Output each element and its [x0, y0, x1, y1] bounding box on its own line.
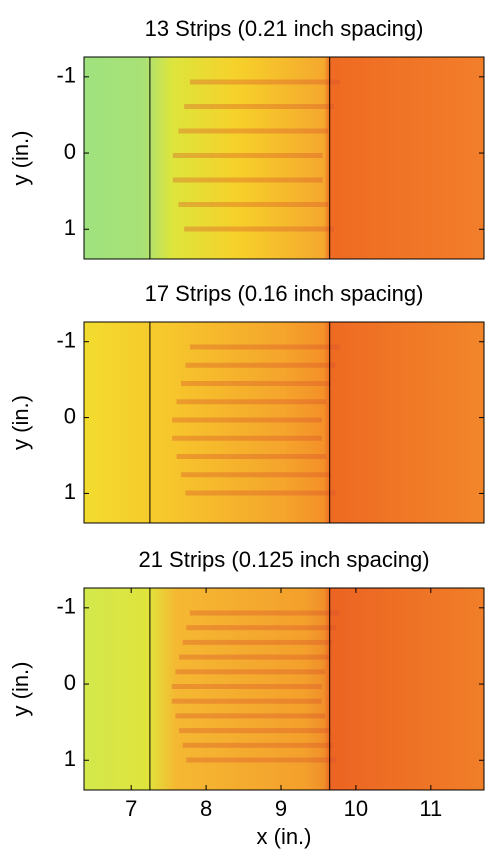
strip-shade: [186, 757, 337, 763]
y-tick-label: 1: [64, 746, 76, 771]
y-axis-label: y (in.): [8, 131, 33, 186]
y-axis-label: y (in.): [8, 395, 33, 450]
strip-shade: [189, 344, 340, 350]
strip-shade: [184, 226, 334, 232]
plot-frame: [83, 321, 485, 524]
strip-shade: [189, 79, 340, 85]
panel-title: 21 Strips (0.125 inch spacing): [138, 547, 429, 572]
heatmap-image: [84, 322, 484, 523]
strip-shade: [176, 454, 327, 459]
strip-shade: [182, 742, 333, 748]
strip-shade: [172, 177, 323, 183]
strip-shade: [182, 639, 333, 645]
y-axis-label: y (in.): [8, 662, 33, 717]
strip-shade: [185, 490, 336, 496]
strip-shade: [171, 698, 322, 704]
x-tick-label: 7: [125, 796, 137, 821]
strip-shade: [179, 728, 329, 734]
heatmap-image: [84, 588, 484, 790]
plot-frame: [83, 587, 485, 791]
strip-shade: [172, 153, 323, 158]
strip-shade: [176, 399, 327, 405]
strip-shade: [178, 202, 329, 207]
strip-shade: [181, 381, 331, 386]
strip-shade: [181, 472, 331, 478]
heatmap-image: [84, 57, 484, 259]
strip-shade: [175, 669, 326, 675]
strip-shade: [171, 684, 322, 689]
strip-shade: [184, 104, 334, 109]
x-tick-label: 9: [275, 796, 287, 821]
y-tick-label: 0: [64, 403, 76, 428]
y-tick-label: 1: [64, 479, 76, 504]
x-tick-label: 10: [344, 796, 368, 821]
y-tick-label: 1: [64, 215, 76, 240]
plot-frame: [83, 56, 485, 260]
strip-shade: [175, 713, 326, 719]
strip-shade: [179, 654, 329, 660]
y-tick-label: -1: [56, 63, 76, 88]
strip-shade: [178, 128, 329, 134]
y-tick-label: 0: [64, 139, 76, 164]
panel-title: 13 Strips (0.21 inch spacing): [145, 16, 424, 41]
panel-title: 17 Strips (0.16 inch spacing): [145, 281, 424, 306]
strip-shade: [186, 625, 337, 631]
strip-shade: [172, 435, 322, 441]
y-tick-label: 0: [64, 670, 76, 695]
strip-shade: [185, 362, 336, 368]
x-tick-label: 8: [200, 796, 212, 821]
x-tick-label: 11: [419, 796, 442, 821]
strip-shade: [172, 417, 322, 423]
y-tick-label: -1: [56, 328, 76, 353]
y-tick-label: -1: [56, 594, 76, 619]
x-axis-label: x (in.): [257, 824, 312, 849]
strip-shade: [189, 610, 340, 616]
